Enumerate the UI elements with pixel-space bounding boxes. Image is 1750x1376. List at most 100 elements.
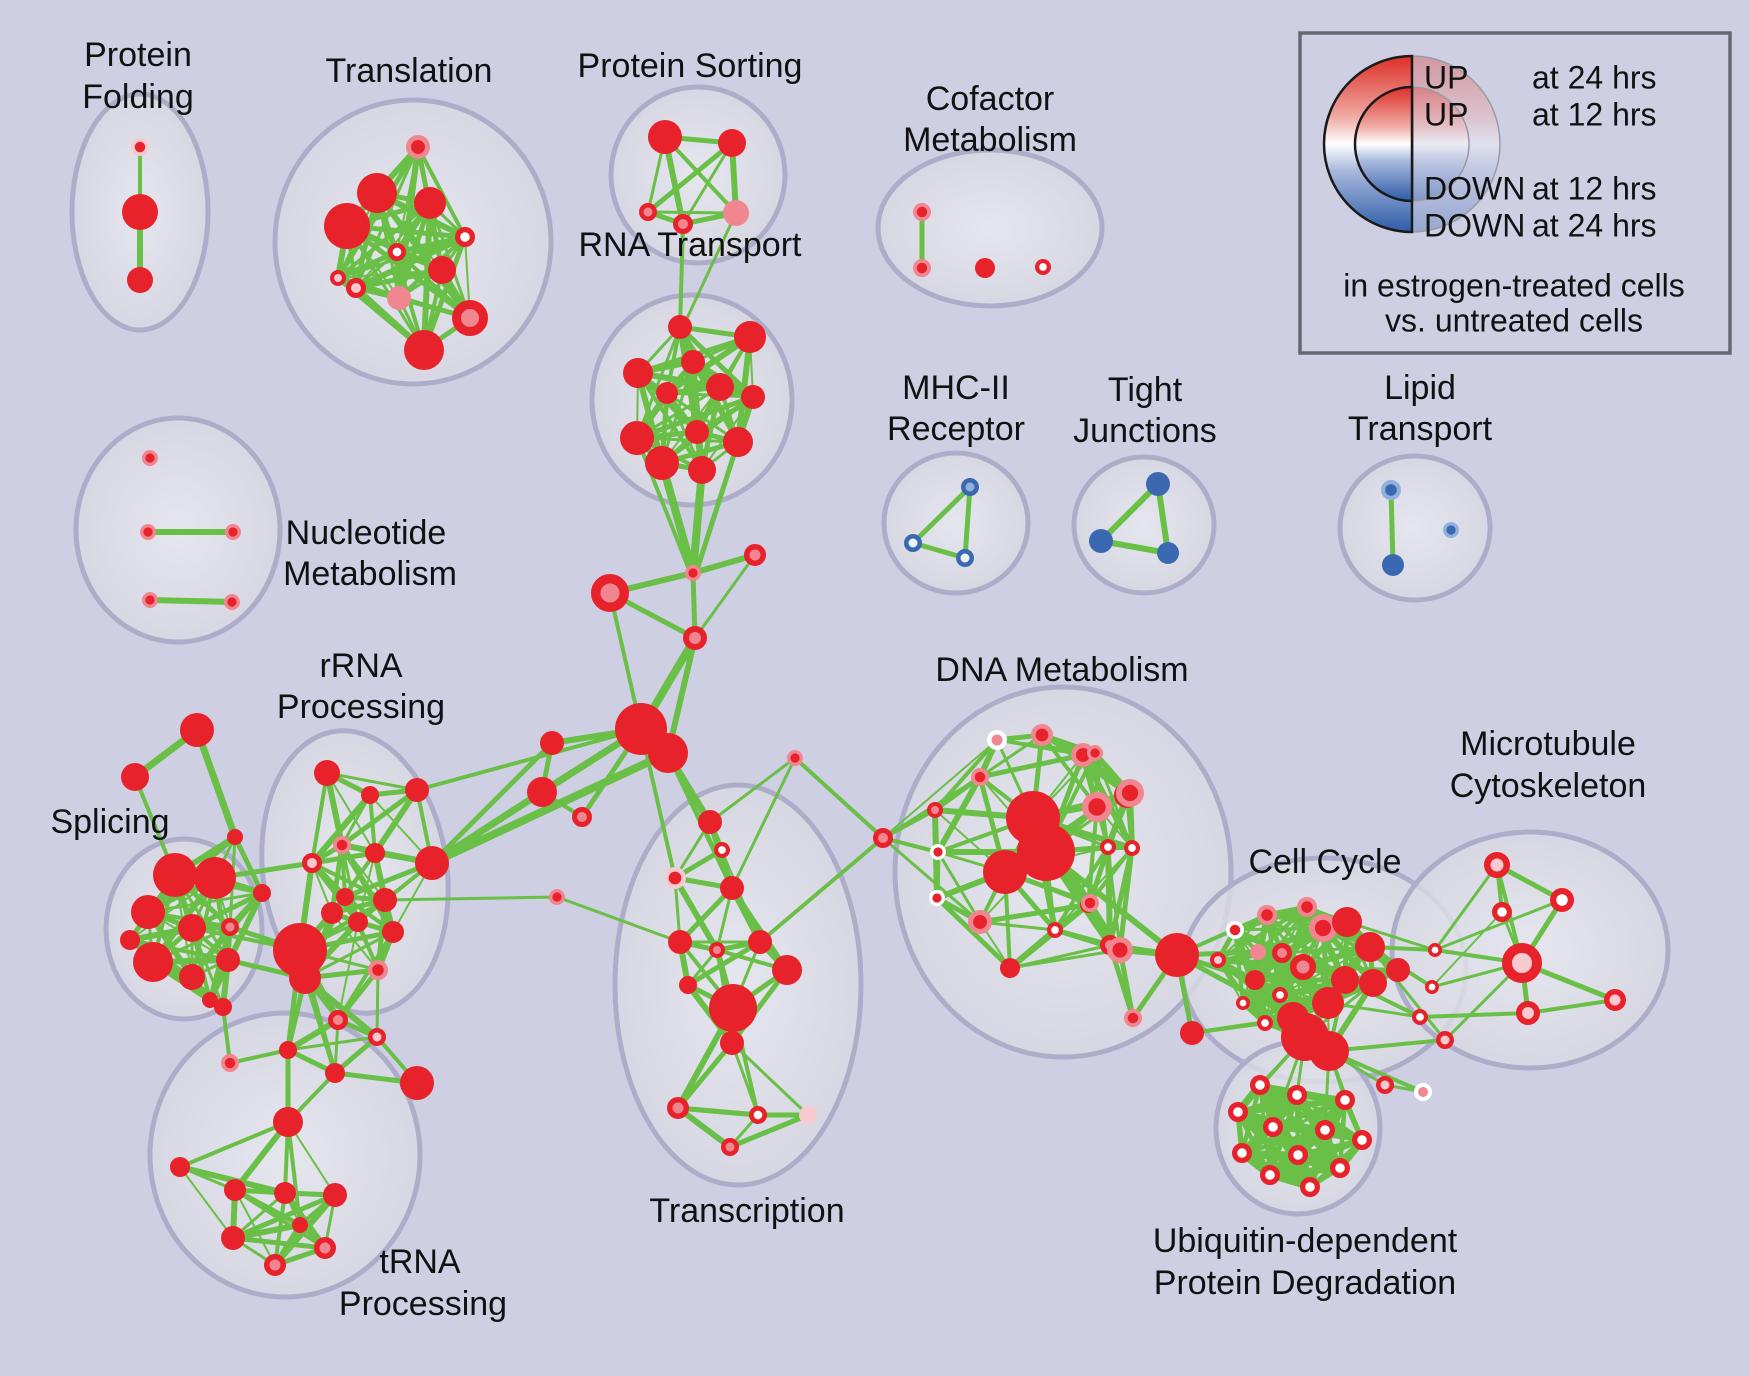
gene-node xyxy=(1115,779,1144,808)
gene-node xyxy=(1331,966,1359,994)
gene-node xyxy=(1256,904,1277,925)
gene-node xyxy=(1308,914,1337,943)
edge xyxy=(179,1166,234,1239)
edge xyxy=(678,222,685,329)
gene-node xyxy=(1604,989,1626,1011)
cluster-label: Folding xyxy=(82,78,194,116)
gene-node xyxy=(1272,943,1292,963)
gene-node xyxy=(913,202,932,221)
gene-node xyxy=(289,962,321,994)
edge xyxy=(708,756,797,824)
gene-node xyxy=(668,930,692,954)
gene-node xyxy=(279,1041,297,1059)
edge xyxy=(415,727,643,792)
cluster-label: Splicing xyxy=(50,803,169,841)
gene-node xyxy=(274,1182,296,1204)
gene-node xyxy=(415,846,449,880)
edge xyxy=(372,787,420,856)
gene-node xyxy=(273,1107,303,1137)
gene-node xyxy=(1250,944,1266,960)
gene-node xyxy=(1123,840,1140,857)
cluster-label: Cytoskeleton xyxy=(1450,767,1647,805)
gene-node xyxy=(273,923,327,977)
gene-node xyxy=(321,902,343,924)
gene-node xyxy=(1099,839,1116,856)
edge xyxy=(681,141,734,226)
legend-footnote: vs. untreated cells xyxy=(1385,302,1643,338)
gene-node xyxy=(141,591,158,608)
edge xyxy=(1233,926,1325,932)
gene-node xyxy=(1031,723,1054,746)
gene-node xyxy=(741,385,765,409)
edge xyxy=(1093,751,1134,850)
gene-node xyxy=(1017,823,1075,881)
gene-node xyxy=(264,1254,286,1276)
cluster-label: Lipid xyxy=(1384,369,1456,407)
gene-node xyxy=(1249,1074,1270,1095)
gene-node xyxy=(452,300,488,336)
legend-box xyxy=(1298,31,1732,355)
gene-node xyxy=(548,888,565,905)
gene-node xyxy=(709,942,725,958)
gene-node xyxy=(139,523,156,540)
legend-time-label: at 24 hrs xyxy=(1532,207,1657,243)
gene-node xyxy=(1227,1101,1248,1122)
legend-time-label: at 12 hrs xyxy=(1532,96,1657,132)
edge xyxy=(693,553,757,640)
cluster-label: Ubiquitin-dependent xyxy=(1153,1222,1458,1260)
edge xyxy=(233,835,264,895)
legend-direction-label: UP xyxy=(1424,59,1468,95)
cluster-label: Metabolism xyxy=(283,555,457,593)
gene-node xyxy=(368,1028,386,1046)
edge xyxy=(335,249,400,281)
gene-node xyxy=(648,733,688,773)
gene-node xyxy=(131,895,165,929)
gene-node xyxy=(314,760,340,786)
gene-node xyxy=(405,778,429,802)
edge xyxy=(335,967,381,1023)
gene-node xyxy=(723,427,753,457)
gene-node xyxy=(927,802,943,818)
edge xyxy=(730,1041,810,1117)
gene-node xyxy=(786,749,803,766)
edge xyxy=(375,968,380,1039)
gene-node xyxy=(216,948,240,972)
gene-node xyxy=(620,421,654,455)
gene-node xyxy=(667,1097,689,1119)
edge xyxy=(147,597,235,605)
edge xyxy=(1053,845,1110,932)
gene-node xyxy=(1155,933,1199,977)
gene-node xyxy=(698,810,722,834)
edge xyxy=(429,740,555,866)
legend-direction-label: DOWN xyxy=(1424,170,1525,206)
gene-node xyxy=(1226,921,1245,940)
gene-node xyxy=(1376,1076,1394,1094)
gene-node xyxy=(706,373,734,401)
gene-node xyxy=(202,992,218,1008)
edge xyxy=(1388,487,1396,568)
legend-footnote: in estrogen-treated cells xyxy=(1343,267,1685,303)
edge xyxy=(685,939,763,988)
cluster-label: Cofactor xyxy=(926,80,1055,118)
cluster-label: RNA Transport xyxy=(579,226,803,264)
gene-node xyxy=(1287,1144,1308,1165)
edge xyxy=(207,890,265,1003)
gene-node xyxy=(709,984,757,1032)
edge xyxy=(228,1048,290,1065)
edge xyxy=(310,861,387,902)
edge xyxy=(1433,898,1564,952)
edge xyxy=(1106,845,1122,952)
edge xyxy=(345,224,426,352)
gene-node xyxy=(1034,258,1051,275)
cluster-label: Nucleotide xyxy=(286,514,447,552)
gene-node xyxy=(720,876,744,900)
edge xyxy=(230,1192,338,1241)
gene-node xyxy=(336,888,354,906)
gene-node xyxy=(357,173,397,213)
gene-node xyxy=(1516,1001,1540,1025)
gene-node xyxy=(540,731,564,755)
edge xyxy=(1526,998,1617,1015)
edge xyxy=(646,210,738,215)
edge xyxy=(1117,845,1135,953)
gene-node xyxy=(302,853,322,873)
